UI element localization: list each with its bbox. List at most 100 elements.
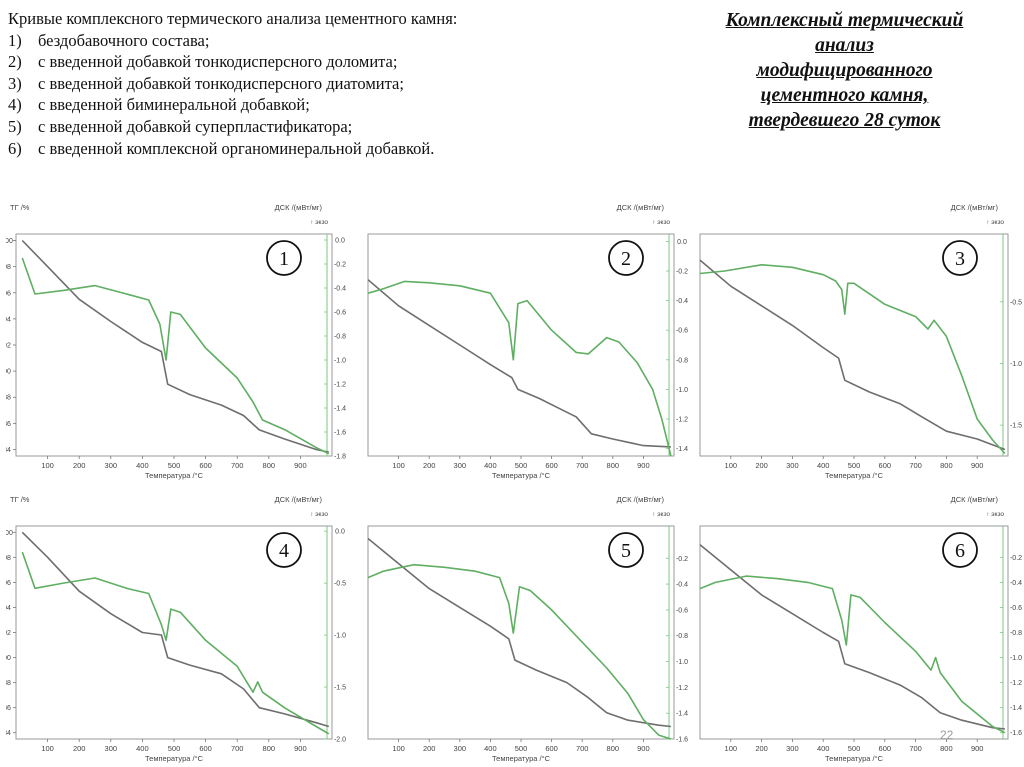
x-tick-label: 400 xyxy=(817,744,830,753)
x-tick-label: 300 xyxy=(786,461,799,470)
y2-tick-label: -1.4 xyxy=(676,446,688,453)
dsc-curve xyxy=(367,280,672,457)
chart-number-badge xyxy=(942,532,978,568)
list-text: с введенной добавкой суперпластификатора… xyxy=(38,116,353,136)
list-text: с введенной добавкой тонкодисперсного до… xyxy=(38,52,398,72)
exo-label: ↑ экзо xyxy=(986,511,1004,518)
y2-tick-label: -1.4 xyxy=(334,406,346,413)
x-tick-label: 100 xyxy=(725,461,738,470)
intro-heading: Кривые комплексного термического анализа… xyxy=(8,9,458,28)
side-title-line: модифицированного xyxy=(756,60,933,81)
y2-tick-label: -0.2 xyxy=(676,556,688,563)
list-text: бездобавочного состава; xyxy=(38,30,210,50)
y1-tick-label: 96 xyxy=(6,580,11,587)
x-tick-label: 900 xyxy=(971,461,984,470)
y2-tick-label: 0.0 xyxy=(677,239,687,246)
x-axis-label: Температура /°C xyxy=(825,754,884,763)
list-item: 4) с введенной биминеральной добавкой; xyxy=(8,94,658,116)
chart-panel-2: ДСК /(мВт/мг) ↑ экзо Температура /°C 100 200… xyxy=(358,198,690,484)
thermal-chart: ДСК /(мВт/мг) ↑ экзо Температура /°C 100 200… xyxy=(699,495,1022,763)
x-tick-label: 100 xyxy=(41,744,54,753)
list-number: 4) xyxy=(8,95,22,115)
y2-tick-label: -0.8 xyxy=(676,357,688,364)
x-tick-label: 200 xyxy=(755,744,768,753)
dsc-curve xyxy=(699,264,1006,455)
x-tick-label: 700 xyxy=(909,461,922,470)
list-text: с введенной комплексной органоминерально… xyxy=(38,138,435,158)
tg-curve xyxy=(367,537,671,728)
x-tick-label: 700 xyxy=(576,744,589,753)
x-tick-label: 500 xyxy=(515,744,528,753)
x-axis-label: Температура /°C xyxy=(492,754,551,763)
y2-axis-label: ДСК /(мВт/мг) xyxy=(951,495,999,504)
x-tick-label: 400 xyxy=(136,461,149,470)
y1-tick-label: 98 xyxy=(6,264,11,271)
x-tick-label: 600 xyxy=(879,744,892,753)
thermal-chart: ДСК /(мВт/мг) ↑ экзо Температура /°C 100 200… xyxy=(367,203,688,480)
tg-curve xyxy=(699,544,1005,730)
x-tick-label: 100 xyxy=(41,461,54,470)
y2-tick-label: -0.4 xyxy=(676,298,688,305)
list-item: 5) с введенной добавкой суперпластификато… xyxy=(8,116,658,138)
x-tick-label: 300 xyxy=(454,461,467,470)
x-tick-label: 800 xyxy=(607,744,620,753)
y2-tick-label: -0.5 xyxy=(1010,299,1022,306)
y1-tick-label: 90 xyxy=(6,655,11,662)
y2-tick-label: -0.4 xyxy=(334,286,346,293)
y1-tick-label: 84 xyxy=(6,730,11,737)
y2-axis-label: ДСК /(мВт/мг) xyxy=(617,203,665,212)
x-axis-label: Температура /°C xyxy=(825,471,884,480)
dsc-curve xyxy=(367,563,672,740)
x-tick-label: 400 xyxy=(817,461,830,470)
y2-tick-label: -0.6 xyxy=(676,607,688,614)
x-tick-label: 500 xyxy=(848,461,861,470)
y2-tick-label: -0.2 xyxy=(334,262,346,269)
y1-tick-label: 98 xyxy=(6,555,11,562)
y2-tick-label: -1.4 xyxy=(676,711,688,718)
intro-text: Кривые комплексного термического анализа… xyxy=(8,8,658,159)
y2-tick-label: -1.5 xyxy=(334,685,346,692)
chart-number-badge xyxy=(608,240,644,276)
chart-panel-1: ТГ /% ДСК /(мВт/мг) ↑ экзо Температура /°C 1… xyxy=(6,198,348,484)
x-tick-label: 600 xyxy=(199,461,212,470)
y1-tick-label: 86 xyxy=(6,421,11,428)
tg-curve xyxy=(21,531,330,728)
y2-tick-label: -1.6 xyxy=(676,737,688,744)
x-tick-label: 300 xyxy=(105,744,118,753)
chart-number-badge xyxy=(942,240,978,276)
list-item: 3) с введенной добавкой тонкодисперсного … xyxy=(8,73,658,95)
y1-axis-label: ТГ /% xyxy=(10,495,30,504)
x-tick-label: 200 xyxy=(755,461,768,470)
y2-tick-label: -0.4 xyxy=(676,582,688,589)
y2-tick-label: -1.4 xyxy=(1010,705,1022,712)
x-tick-label: 900 xyxy=(294,744,307,753)
dsc-curve xyxy=(699,575,1006,734)
x-tick-label: 300 xyxy=(105,461,118,470)
chart-number-badge xyxy=(266,532,302,568)
y2-tick-label: -1.0 xyxy=(676,387,688,394)
chart-number-badge xyxy=(608,532,644,568)
side-title-line: Комплексный термический xyxy=(725,10,964,31)
list-number: 5) xyxy=(8,116,22,136)
side-title-line: анализ xyxy=(815,35,874,56)
chart-panel-3: ДСК /(мВт/мг) ↑ экзо Температура /°C 100 200… xyxy=(690,198,1024,484)
x-axis-label: Температура /°C xyxy=(145,471,204,480)
x-tick-label: 800 xyxy=(263,744,276,753)
y1-tick-label: 94 xyxy=(6,605,11,612)
y2-tick-label: -1.2 xyxy=(676,685,688,692)
side-title-line: цементного камня, xyxy=(760,85,929,106)
dsc-curve xyxy=(21,551,330,735)
y2-tick-label: 0.0 xyxy=(335,529,345,536)
y2-tick-label: -1.2 xyxy=(676,417,688,424)
x-tick-label: 800 xyxy=(263,461,276,470)
x-tick-label: 500 xyxy=(168,461,181,470)
list-text: с введенной биминеральной добавкой; xyxy=(38,95,310,115)
x-tick-label: 600 xyxy=(545,744,558,753)
x-tick-label: 700 xyxy=(231,461,244,470)
y2-tick-label: -1.6 xyxy=(334,430,346,437)
x-tick-label: 800 xyxy=(940,744,953,753)
y2-tick-label: -1.0 xyxy=(676,659,688,666)
y1-tick-label: 92 xyxy=(6,343,11,350)
x-axis-label: Температура /°C xyxy=(145,754,204,763)
exo-label: ↑ экзо xyxy=(652,511,670,518)
